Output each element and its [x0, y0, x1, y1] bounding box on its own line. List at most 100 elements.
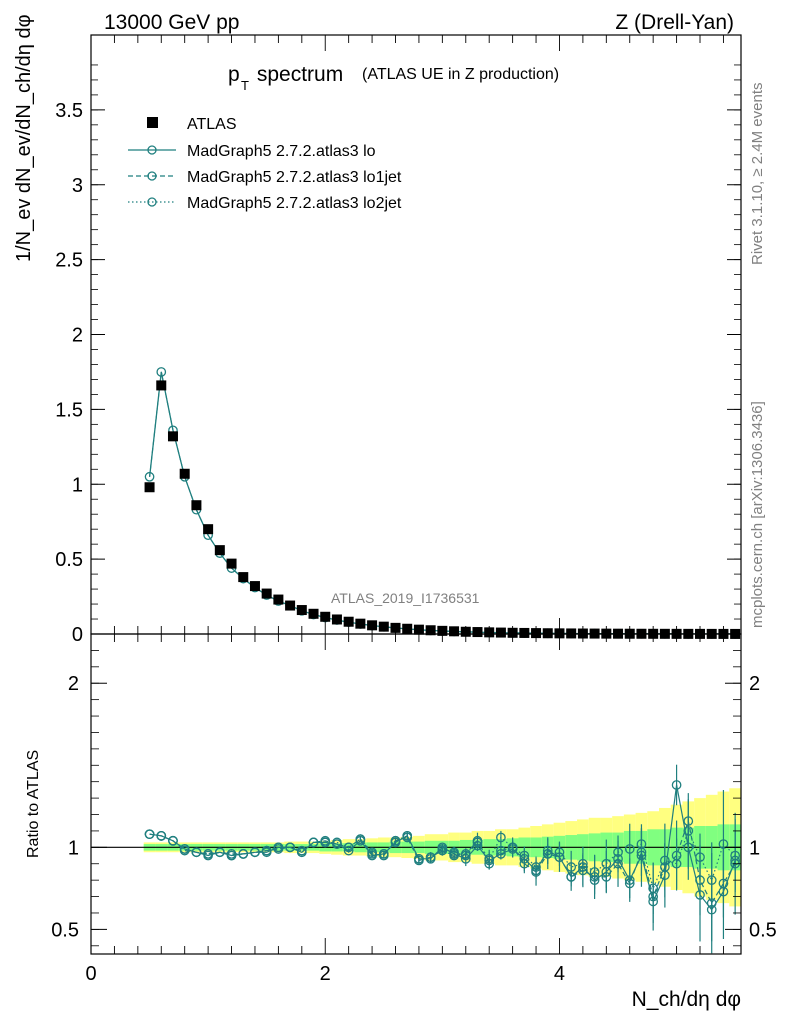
ratio-point [378, 849, 389, 859]
x-tick-label: 0 [85, 963, 96, 985]
atlas-data-point [214, 545, 225, 556]
main-y-tick-label: 2 [72, 325, 83, 347]
atlas-data-point [249, 581, 260, 592]
main-y-tick-label: 3 [72, 175, 83, 197]
ratio-point [191, 847, 202, 858]
ratio-y-tick-label-right: 1 [749, 837, 760, 859]
atlas-data-point [144, 482, 155, 493]
ratio-point [320, 837, 331, 848]
atlas-data-point [343, 616, 354, 627]
ratio-point [308, 837, 319, 848]
x-axis-label: N_ch/dη dφ [632, 988, 741, 1011]
title-sub: T [241, 78, 249, 93]
ratio-point [695, 852, 705, 863]
ratio-point [226, 850, 237, 861]
ratio-point [496, 845, 506, 856]
ratio-y-axis-label: Ratio to ATLAS [25, 750, 42, 858]
atlas-data-point [542, 628, 553, 639]
main-title: p T spectrum (ATLAS UE in Z production) [228, 63, 559, 93]
ratio-point [648, 883, 659, 894]
ratio-point [660, 855, 670, 866]
atlas-data-point [296, 605, 307, 616]
ratio-y-tick-label-right: 2 [749, 673, 760, 695]
ratio-point [531, 862, 541, 872]
atlas-data-point [331, 614, 342, 625]
ratio-point [730, 850, 740, 861]
atlas-data-point [156, 380, 167, 391]
ratio-point [179, 844, 190, 854]
ratio-point [718, 839, 729, 849]
main-y-tick-label: 1.5 [55, 399, 83, 421]
main-y-tick-label: 1 [72, 474, 83, 496]
ratio-point [624, 878, 635, 889]
main-x-ticks [90, 35, 724, 634]
ratio-point [671, 858, 682, 869]
mcplots-source-label: mcplots.cern.ch [arXiv:1306.3436] [749, 401, 766, 628]
ratio-point [285, 842, 295, 853]
ratio-point [683, 826, 694, 836]
atlas-data-point [519, 627, 530, 638]
atlas-data-point [425, 625, 436, 636]
ratio-x-ticks: 0 2 4 [85, 634, 724, 985]
ratio-point [168, 835, 178, 846]
ratio-point [156, 830, 167, 841]
ratio-point [250, 847, 260, 858]
legend-lo1jet-marker [147, 171, 157, 181]
ratio-point [507, 842, 518, 853]
ratio-point [636, 839, 647, 849]
ratio-point [367, 847, 377, 858]
legend-lo-label: MadGraph5 2.7.2.atlas3 lo [187, 143, 376, 160]
ratio-y-tick-label: 1 [68, 837, 79, 859]
legend-atlas-marker [147, 117, 158, 128]
atlas-data-point [191, 500, 202, 511]
ratio-point [706, 875, 717, 886]
ratio-point [542, 849, 553, 859]
ratio-y-tick-label: 0.5 [51, 919, 79, 941]
title-spectrum: spectrum [251, 63, 343, 86]
ratio-point [343, 845, 354, 856]
ratio-point [332, 837, 342, 848]
main-y-tick-label: 3.5 [55, 100, 83, 122]
atlas-data-point [495, 627, 506, 638]
atlas-data-point [226, 558, 237, 569]
ratio-y-ticks: 0.5 0.5 1 1 2 2 [51, 650, 777, 947]
atlas-data-point [273, 594, 284, 605]
atlas-data-point [320, 611, 331, 622]
main-y-tick-label: 2.5 [55, 250, 83, 272]
atlas-data-point [238, 572, 249, 583]
title-note: (ATLAS UE in Z production) [362, 66, 559, 83]
main-y-tick-label: 0.5 [55, 549, 83, 571]
process-label: Z (Drell-Yan) [615, 11, 734, 34]
ratio-point [460, 850, 471, 861]
legend-lo1jet-label: MadGraph5 2.7.2.atlas3 lo1jet [187, 169, 402, 186]
ratio-point [343, 842, 354, 853]
ratio-point [566, 862, 577, 872]
ratio-point [554, 847, 565, 858]
ratio-point [144, 829, 155, 840]
ratio-point [671, 780, 682, 790]
ratio-point [414, 853, 424, 864]
analysis-watermark: ATLAS_2019_I1736531 [331, 590, 480, 606]
ratio-point [273, 842, 284, 853]
atlas-data-point [179, 468, 190, 479]
ratio-point [203, 849, 213, 859]
legend-lo2jet-marker [147, 197, 157, 207]
ratio-point [519, 850, 530, 861]
atlas-data-point [203, 524, 214, 535]
ratio-point [624, 844, 635, 854]
rivet-version-label: Rivet 3.1.10, ≥ 2.4M events [749, 83, 766, 266]
legend-lo2jet-label: MadGraph5 2.7.2.atlas3 lo2jet [187, 195, 402, 212]
ratio-point [238, 849, 249, 859]
atlas-data-point [261, 588, 272, 599]
ratio-point [472, 837, 483, 848]
ratio-plot-area [91, 764, 741, 954]
main-y-axis-label: 1/N_ev dN_ev/dN_ch/dη dφ [13, 14, 35, 262]
ratio-point [449, 847, 459, 858]
atlas-data-point [355, 618, 366, 629]
ratio-y-tick-label: 2 [68, 673, 79, 695]
ratio-mc-curves [144, 764, 740, 954]
x-tick-label: 4 [554, 963, 565, 985]
atlas-data-point [472, 627, 483, 638]
main-y-tick-label: 0 [72, 624, 83, 646]
